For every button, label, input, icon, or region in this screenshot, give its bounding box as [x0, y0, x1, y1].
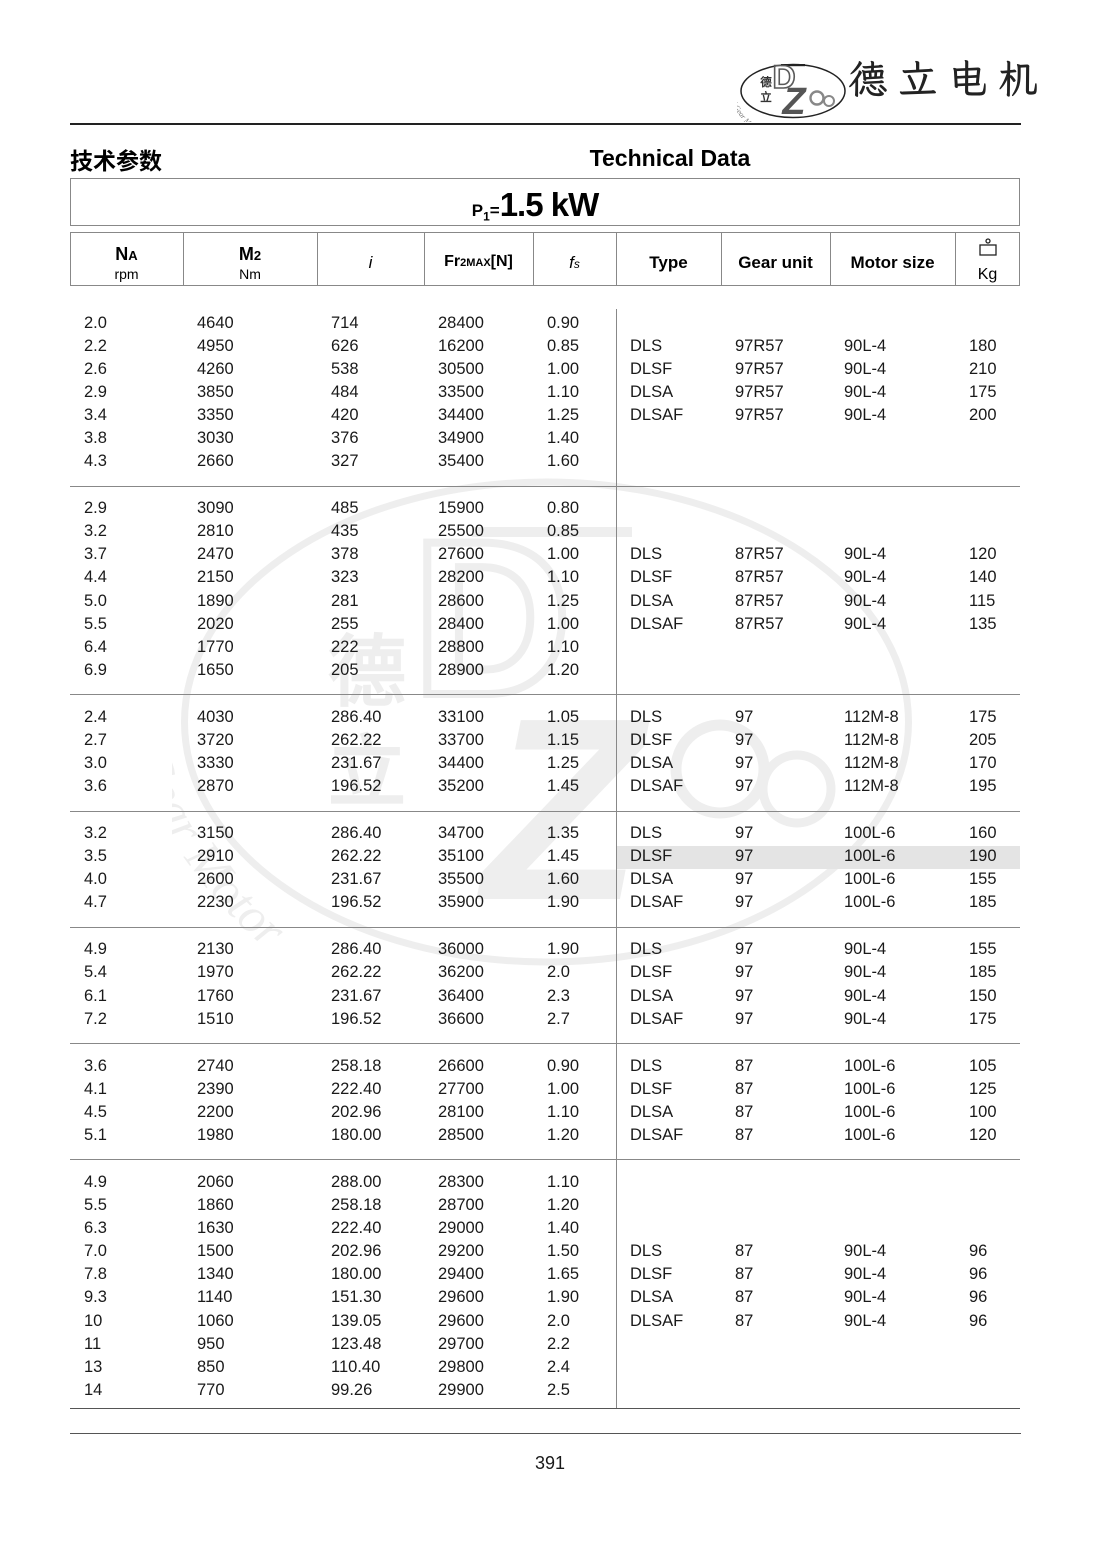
svg-text:德: 德: [759, 75, 772, 89]
svg-text:立: 立: [760, 90, 772, 104]
svg-text:Z: Z: [781, 81, 807, 122]
